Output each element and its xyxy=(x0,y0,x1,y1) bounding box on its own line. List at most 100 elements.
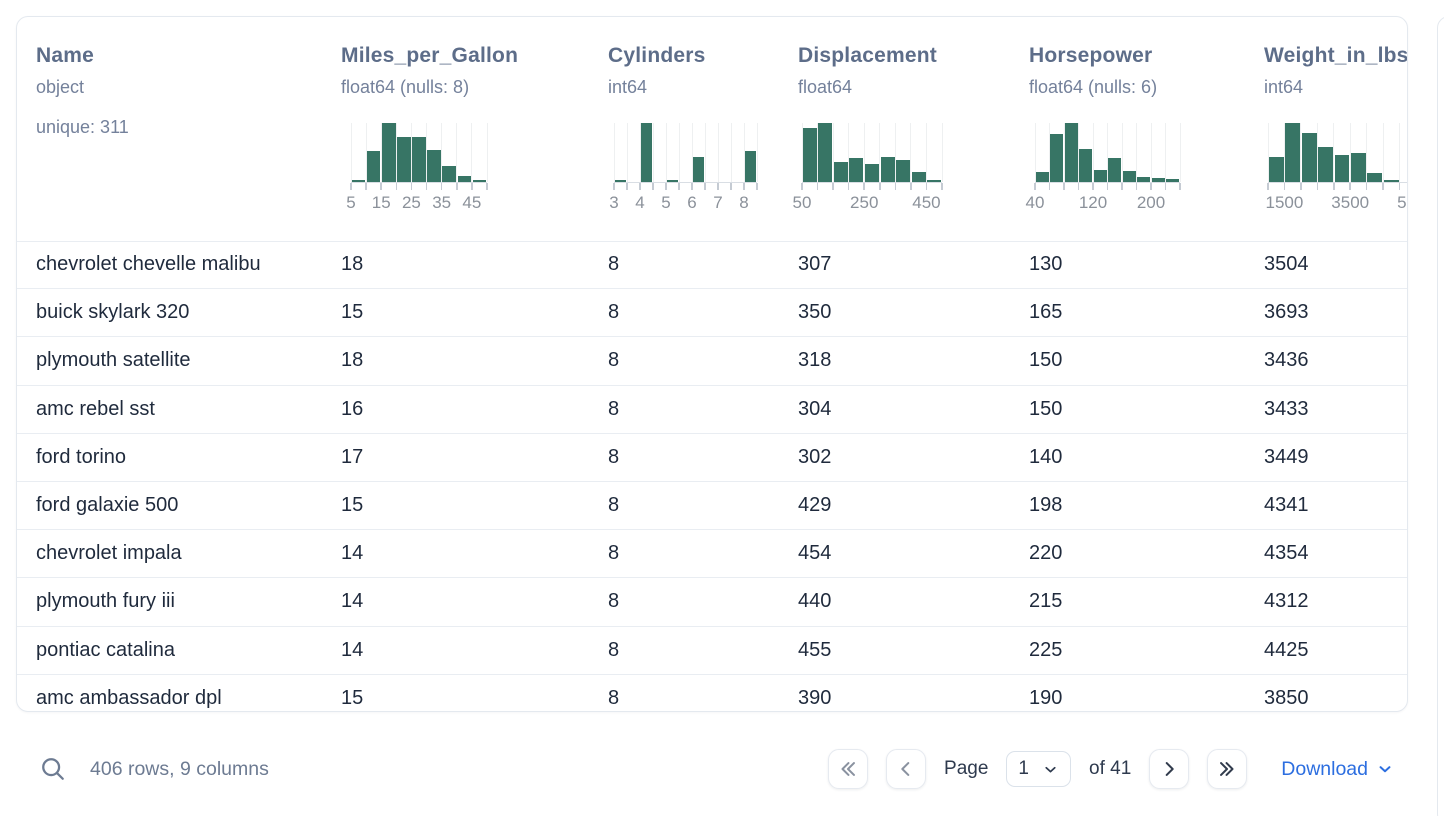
chevron-down-icon xyxy=(1045,766,1056,772)
value-cell: 18 xyxy=(341,349,364,372)
column-title: Displacement xyxy=(798,44,937,67)
axis-tick xyxy=(1164,183,1167,190)
histogram-gridline xyxy=(801,123,803,182)
name-cell: buick skylark 320 xyxy=(36,301,190,324)
histogram-bar xyxy=(472,180,487,182)
value-cell: 3436 xyxy=(1264,349,1309,372)
page-label: Page xyxy=(944,758,989,779)
value-cell: 225 xyxy=(1029,638,1063,661)
axis-tick xyxy=(1034,183,1036,190)
histogram-gridline xyxy=(894,123,896,182)
prev-page-button[interactable] xyxy=(886,749,927,789)
histogram-gridline xyxy=(1150,123,1152,182)
histogram-gridline xyxy=(1121,123,1123,182)
axis-tick xyxy=(1106,183,1109,190)
histogram-bar xyxy=(1064,123,1078,182)
value-cell: 4425 xyxy=(1264,638,1309,661)
page-select[interactable]: 1 xyxy=(1006,751,1071,787)
column-header-weight_in_lbs: Weight_in_lbs int64 1500 3500 5500 xyxy=(1264,17,1407,241)
histogram-bar xyxy=(1093,169,1107,182)
histogram-gridline xyxy=(395,123,397,182)
column-header-cylinders: Cylinders int64 3 4 5 6 7 8 xyxy=(608,17,791,241)
column-dtype: float64 (nulls: 6) xyxy=(1029,77,1158,97)
column-histogram: 5 15 25 35 45 xyxy=(346,123,488,213)
histogram-bar xyxy=(457,176,472,182)
value-cell: 3504 xyxy=(1264,253,1309,275)
axis-tick xyxy=(380,183,382,190)
histogram-bar xyxy=(1166,179,1180,182)
histogram-gridline xyxy=(1333,123,1335,182)
histogram-bar xyxy=(442,166,457,182)
histogram-bar xyxy=(412,136,426,182)
value-cell: 16 xyxy=(341,397,364,420)
axis-tick xyxy=(456,183,458,190)
histogram-bar xyxy=(1151,178,1165,182)
histogram-bar xyxy=(1268,157,1284,182)
value-cell: 4312 xyxy=(1264,590,1309,613)
value-cell: 15 xyxy=(341,301,364,324)
value-cell: 8 xyxy=(608,590,620,613)
value-cell: 17 xyxy=(341,445,364,468)
value-cell: 150 xyxy=(1029,397,1063,420)
axis-tick-label: 40 xyxy=(1025,193,1045,212)
next-page-button[interactable] xyxy=(1149,749,1190,789)
table-row: pontiac catalina 14 8 455 225 4425 xyxy=(17,627,1407,675)
axis-tick xyxy=(1121,183,1123,190)
histogram-gridline xyxy=(756,123,758,182)
value-cell: 8 xyxy=(608,253,620,275)
axis-tick-label: 5500 xyxy=(1397,193,1407,212)
histogram-bar xyxy=(666,180,679,182)
value-cell: 8 xyxy=(608,542,620,565)
histogram-bar xyxy=(1079,148,1093,182)
histogram-gridline xyxy=(441,123,443,182)
axis-tick-label: 45 xyxy=(462,193,482,212)
table-row: amc ambassador dpl 15 8 390 190 3850 xyxy=(17,675,1407,711)
histogram-bar xyxy=(1367,173,1383,182)
axis-tick xyxy=(1300,183,1302,190)
name-cell: amc rebel sst xyxy=(36,397,155,420)
axis-tick-label: 15 xyxy=(371,193,391,212)
histogram-bar xyxy=(1035,171,1049,182)
histogram-bar xyxy=(833,161,848,182)
axis-tick xyxy=(1382,183,1384,190)
double-chevron-right-icon xyxy=(1220,762,1234,776)
double-chevron-left-icon xyxy=(841,762,856,776)
value-cell: 150 xyxy=(1029,349,1063,372)
name-cell: ford torino xyxy=(36,445,127,468)
value-cell: 15 xyxy=(341,493,364,516)
histogram-bar xyxy=(864,164,880,182)
histogram-gridline xyxy=(350,123,352,182)
first-page-button[interactable] xyxy=(828,749,869,789)
axis-tick xyxy=(1077,183,1080,190)
axis-tick xyxy=(910,183,912,190)
value-cell: 454 xyxy=(798,542,832,565)
histogram-bar xyxy=(1334,155,1350,182)
histogram-gridline xyxy=(380,123,382,182)
histogram-gridline xyxy=(1034,123,1036,182)
histogram-bar xyxy=(911,171,926,182)
value-cell: 3850 xyxy=(1264,686,1309,709)
value-cell: 390 xyxy=(798,686,832,709)
column-histogram: 40 120 200 xyxy=(1026,123,1181,213)
value-cell: 4341 xyxy=(1264,493,1309,516)
axis-tick xyxy=(691,183,693,190)
axis-tick xyxy=(743,183,745,190)
table-row: ford torino 17 8 302 140 3449 xyxy=(17,434,1407,482)
histogram-bar xyxy=(1383,180,1399,182)
column-header-horsepower: Horsepower float64 (nulls: 6) 40 120 200 xyxy=(1026,17,1257,241)
column-dtype: object xyxy=(36,77,85,97)
last-page-button[interactable] xyxy=(1207,749,1248,789)
name-cell: chevrolet impala xyxy=(36,542,182,565)
search-icon[interactable] xyxy=(38,754,68,784)
histogram-bar xyxy=(880,156,895,182)
column-dtype: int64 xyxy=(608,77,648,97)
histogram-gridline xyxy=(832,123,834,182)
value-cell: 130 xyxy=(1029,253,1063,275)
value-cell: 304 xyxy=(798,397,832,420)
axis-tick xyxy=(1283,183,1286,190)
value-cell: 8 xyxy=(608,493,620,516)
histogram-gridline xyxy=(365,123,367,182)
value-cell: 8 xyxy=(608,349,620,372)
download-button[interactable]: Download xyxy=(1281,758,1394,781)
histogram-gridline xyxy=(817,123,819,182)
